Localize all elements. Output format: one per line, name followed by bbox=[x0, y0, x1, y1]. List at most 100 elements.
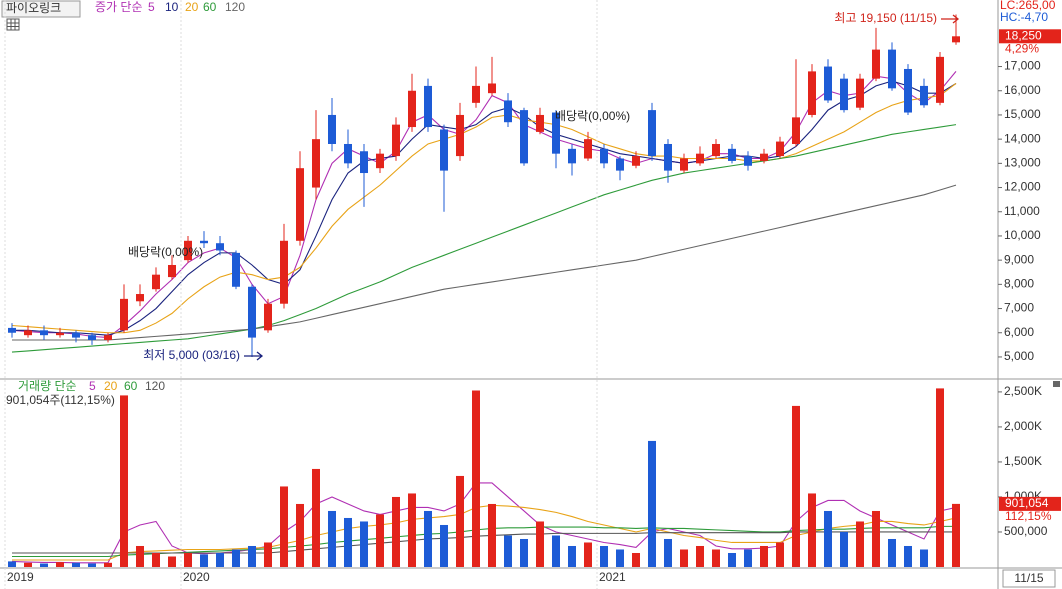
legend-entry: 60 bbox=[124, 379, 138, 393]
candle-body bbox=[200, 240, 208, 244]
volume-bar bbox=[856, 521, 864, 567]
y-tick-label: 500,000 bbox=[1004, 524, 1048, 538]
annotation-arrow bbox=[941, 14, 960, 24]
candle-body bbox=[184, 240, 192, 261]
candle-body bbox=[904, 68, 912, 113]
volume-bar bbox=[920, 549, 928, 567]
volume-bar bbox=[136, 545, 144, 567]
hc-label: HC:-4,70 bbox=[1000, 10, 1048, 24]
volume-bar bbox=[184, 552, 192, 567]
y-tick-label: 9,000 bbox=[1004, 252, 1034, 266]
candle-body bbox=[56, 332, 64, 336]
candle-body bbox=[248, 286, 256, 338]
volume-bar bbox=[280, 486, 288, 567]
volume-bar bbox=[872, 510, 880, 567]
moving-average-line bbox=[11, 124, 957, 353]
annotation: 배당락(0,00%) bbox=[128, 245, 203, 259]
legend-entry: 20 bbox=[185, 0, 199, 14]
candle-body bbox=[632, 156, 640, 166]
stock-button[interactable] bbox=[1, 0, 81, 18]
y-tick-label: 13,000 bbox=[1004, 156, 1041, 170]
volume-bar bbox=[152, 552, 160, 567]
legend-entry: 20 bbox=[104, 379, 118, 393]
candle-body bbox=[168, 264, 176, 278]
grid-icon[interactable] bbox=[6, 18, 20, 31]
volume-bar bbox=[328, 510, 336, 567]
volume-bar bbox=[776, 542, 784, 567]
candle-body bbox=[712, 143, 720, 157]
candle-body bbox=[72, 332, 80, 338]
candle-body bbox=[296, 168, 304, 241]
volume-bar bbox=[808, 493, 816, 567]
volume-bar bbox=[232, 549, 240, 567]
volume-bar bbox=[376, 514, 384, 567]
volume-bar bbox=[824, 510, 832, 567]
volume-bar bbox=[536, 521, 544, 567]
legend-title: 증가 단순 bbox=[95, 0, 143, 14]
candle-body bbox=[760, 153, 768, 161]
candle-body bbox=[888, 49, 896, 89]
volume-bar bbox=[648, 440, 656, 567]
volume-bar bbox=[552, 535, 560, 567]
volume-bar bbox=[56, 562, 64, 567]
y-tick-label: 11,000 bbox=[1004, 204, 1040, 218]
volume-bar bbox=[616, 549, 624, 567]
volume-summary: 901,054주(112,15%) bbox=[6, 393, 115, 407]
candle-body bbox=[472, 85, 480, 103]
volume-bar bbox=[696, 545, 704, 567]
candle-body bbox=[24, 330, 32, 336]
stock-name[interactable]: 파이오링크 bbox=[6, 1, 61, 15]
candle-body bbox=[600, 148, 608, 164]
legend-entry: 60 bbox=[203, 0, 217, 14]
price-label-box bbox=[999, 29, 1061, 44]
volume-bar bbox=[456, 475, 464, 567]
y-tick-label: 7,000 bbox=[1004, 301, 1034, 315]
volume-label: 901,054 bbox=[1005, 496, 1049, 510]
grid-icon-lines bbox=[7, 19, 19, 30]
ratio-label: 112,15% bbox=[1005, 509, 1052, 523]
volume-bar bbox=[600, 545, 608, 567]
volume-bar bbox=[504, 535, 512, 567]
volume-bar bbox=[712, 549, 720, 567]
candle-body bbox=[664, 143, 672, 171]
volume-bar bbox=[24, 562, 32, 567]
candle-body bbox=[104, 335, 112, 341]
candle-body bbox=[312, 139, 320, 188]
volume-bar bbox=[200, 554, 208, 567]
candle-body bbox=[8, 327, 16, 333]
annotation-arrow bbox=[244, 351, 264, 361]
moving-average-line bbox=[11, 83, 957, 334]
candle-body bbox=[552, 112, 560, 154]
volume-bar bbox=[40, 563, 48, 567]
candle-body bbox=[40, 330, 48, 336]
volume-bar bbox=[904, 545, 912, 567]
candle-body bbox=[136, 294, 144, 302]
candle-body bbox=[744, 156, 752, 166]
y-tick-label: 2,500K bbox=[1004, 384, 1042, 398]
volume-bar bbox=[472, 390, 480, 567]
legend-entry: 10 bbox=[165, 0, 179, 14]
volume-bar bbox=[520, 538, 528, 567]
candle-body bbox=[920, 85, 928, 106]
candle-body bbox=[696, 153, 704, 164]
volume-bar bbox=[216, 552, 224, 567]
legend-entry: 120 bbox=[225, 0, 245, 14]
candle-body bbox=[568, 148, 576, 164]
y-tick-label: 8,000 bbox=[1004, 277, 1034, 291]
volume-bar bbox=[632, 552, 640, 567]
volume-bar bbox=[936, 388, 944, 567]
volume-bar bbox=[88, 563, 96, 567]
volume-bar bbox=[488, 503, 496, 567]
candle-body bbox=[88, 335, 96, 341]
volume-bar bbox=[744, 549, 752, 567]
candle-body bbox=[152, 274, 160, 290]
price-label: 18,250 bbox=[1005, 28, 1042, 42]
volume-bar bbox=[8, 561, 16, 567]
volume-bar bbox=[120, 395, 128, 567]
y-tick-label: 1,500K bbox=[1004, 454, 1042, 468]
candle-body bbox=[216, 243, 224, 251]
candle-body bbox=[824, 66, 832, 101]
panel-button[interactable] bbox=[1053, 381, 1060, 387]
candle-body bbox=[280, 240, 288, 304]
candle-body bbox=[840, 78, 848, 111]
